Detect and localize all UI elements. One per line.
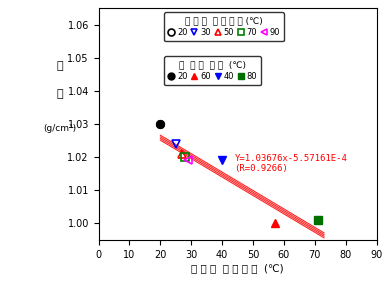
X-axis label: 혼 탁 액  온 도 변 화  (℃): 혼 탁 액 온 도 변 화 (℃) xyxy=(191,264,284,274)
Text: 도: 도 xyxy=(56,89,63,99)
Text: 밀: 밀 xyxy=(56,61,63,71)
Text: (g/cm³): (g/cm³) xyxy=(43,124,76,133)
Text: Y=1.03676x-5.57161E-4
(R=0.9266): Y=1.03676x-5.57161E-4 (R=0.9266) xyxy=(235,154,347,173)
Legend: 20, 60, 40, 80: 20, 60, 40, 80 xyxy=(164,56,261,85)
